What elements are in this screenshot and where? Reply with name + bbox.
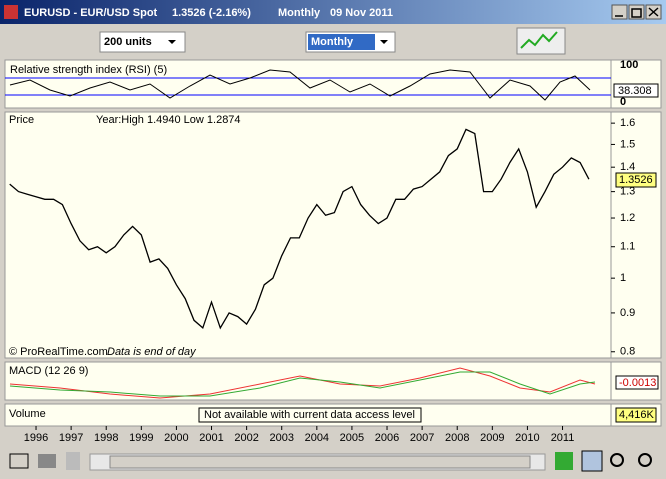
x-tick-label: 2004 — [305, 432, 329, 444]
note-text: Data is end of day — [107, 346, 197, 358]
app-icon — [4, 5, 18, 19]
x-tick-label: 2000 — [164, 432, 188, 444]
indicator-icon — [520, 31, 558, 49]
rsi-value-box — [613, 83, 659, 98]
y-tick-label: 1.2 — [620, 212, 635, 224]
zoom-out-icon[interactable] — [610, 453, 624, 467]
y-tick-label: 1.5 — [620, 138, 635, 150]
x-tick-label: 2005 — [340, 432, 364, 444]
last-price: 1.3526 — [619, 174, 653, 186]
dropdown-arrow — [168, 40, 176, 44]
price-info: Year:High 1.4940 Low 1.2874 — [96, 114, 241, 126]
zoom-fit-icon[interactable] — [581, 450, 603, 472]
y-tick-label: 0.8 — [620, 346, 635, 358]
title-quote: 1.3526 (-2.16%) — [172, 7, 251, 19]
mail-icon[interactable] — [9, 453, 29, 469]
window-buttons[interactable] — [611, 4, 662, 20]
x-tick-label: 1997 — [59, 432, 83, 444]
macd-signal — [9, 371, 596, 397]
price-line — [9, 128, 590, 330]
y-tick-label: 1.6 — [620, 117, 635, 129]
rsi-value: 38.308 — [618, 85, 652, 97]
x-tick-label: 2010 — [515, 432, 539, 444]
x-tick-label: 2009 — [480, 432, 504, 444]
macd-label: MACD (12 26 9) — [9, 365, 88, 377]
macd-panel — [4, 361, 612, 401]
print-icon[interactable] — [38, 454, 56, 468]
price-label: Price — [9, 114, 34, 126]
scroll-thumb[interactable] — [109, 455, 531, 469]
title-date: 09 Nov 2011 — [330, 7, 393, 19]
timeframe-highlight — [308, 34, 375, 50]
title-period: Monthly — [278, 7, 321, 19]
x-tick-label: 2008 — [445, 432, 469, 444]
macd-value: -0.0013 — [619, 377, 656, 389]
units-text: 200 units — [104, 36, 152, 48]
zoom-in-icon[interactable] — [638, 453, 652, 467]
rsi-panel — [4, 59, 612, 109]
title-symbol: EURUSD - EUR/USD Spot — [24, 7, 158, 19]
x-tick-label: 2003 — [269, 432, 293, 444]
volume-label: Volume — [9, 408, 46, 420]
volume-message-box — [198, 407, 422, 423]
x-tick-label: 2011 — [551, 432, 575, 444]
rsi-line — [9, 69, 591, 101]
indicators-button[interactable] — [516, 27, 566, 55]
x-tick-label: 2001 — [199, 432, 223, 444]
rsi-axis-top: 100 — [620, 59, 638, 71]
y-tick-label: 0.9 — [620, 307, 635, 319]
x-tick-label: 2006 — [375, 432, 399, 444]
volume-message: Not available with current data access l… — [204, 409, 415, 421]
volume-value-box — [615, 407, 657, 423]
volume-value: 4,416K — [619, 409, 655, 421]
title-bar — [0, 0, 666, 24]
dropdown-arrow — [380, 40, 388, 44]
y-tick-label: 1 — [620, 272, 626, 284]
delete-icon[interactable] — [66, 452, 80, 470]
timeframe-text: Monthly — [311, 36, 354, 48]
minimize-button[interactable] — [611, 4, 628, 20]
last-price-box — [615, 172, 657, 188]
y-tick-label: 1.3 — [620, 186, 635, 198]
price-panel — [4, 111, 612, 359]
tool-icon[interactable] — [555, 452, 573, 470]
x-tick-label: 1998 — [94, 432, 118, 444]
y-tick-label: 1.4 — [620, 161, 635, 173]
y-tick-label: 1.1 — [620, 241, 635, 253]
x-tick-label: 2002 — [234, 432, 258, 444]
rsi-axis-bottom: 0 — [620, 96, 626, 108]
source-text: © ProRealTime.com — [9, 346, 108, 358]
rsi-label: Relative strength index (RSI) (5) — [10, 64, 167, 76]
units-dropdown[interactable] — [99, 31, 186, 53]
x-tick-label: 1999 — [129, 432, 153, 444]
price-axis — [610, 111, 662, 359]
x-tick-label: 1996 — [24, 432, 48, 444]
x-tick-label: 2007 — [410, 432, 434, 444]
button-glyphs — [615, 7, 659, 18]
macd-value-box — [615, 375, 659, 390]
